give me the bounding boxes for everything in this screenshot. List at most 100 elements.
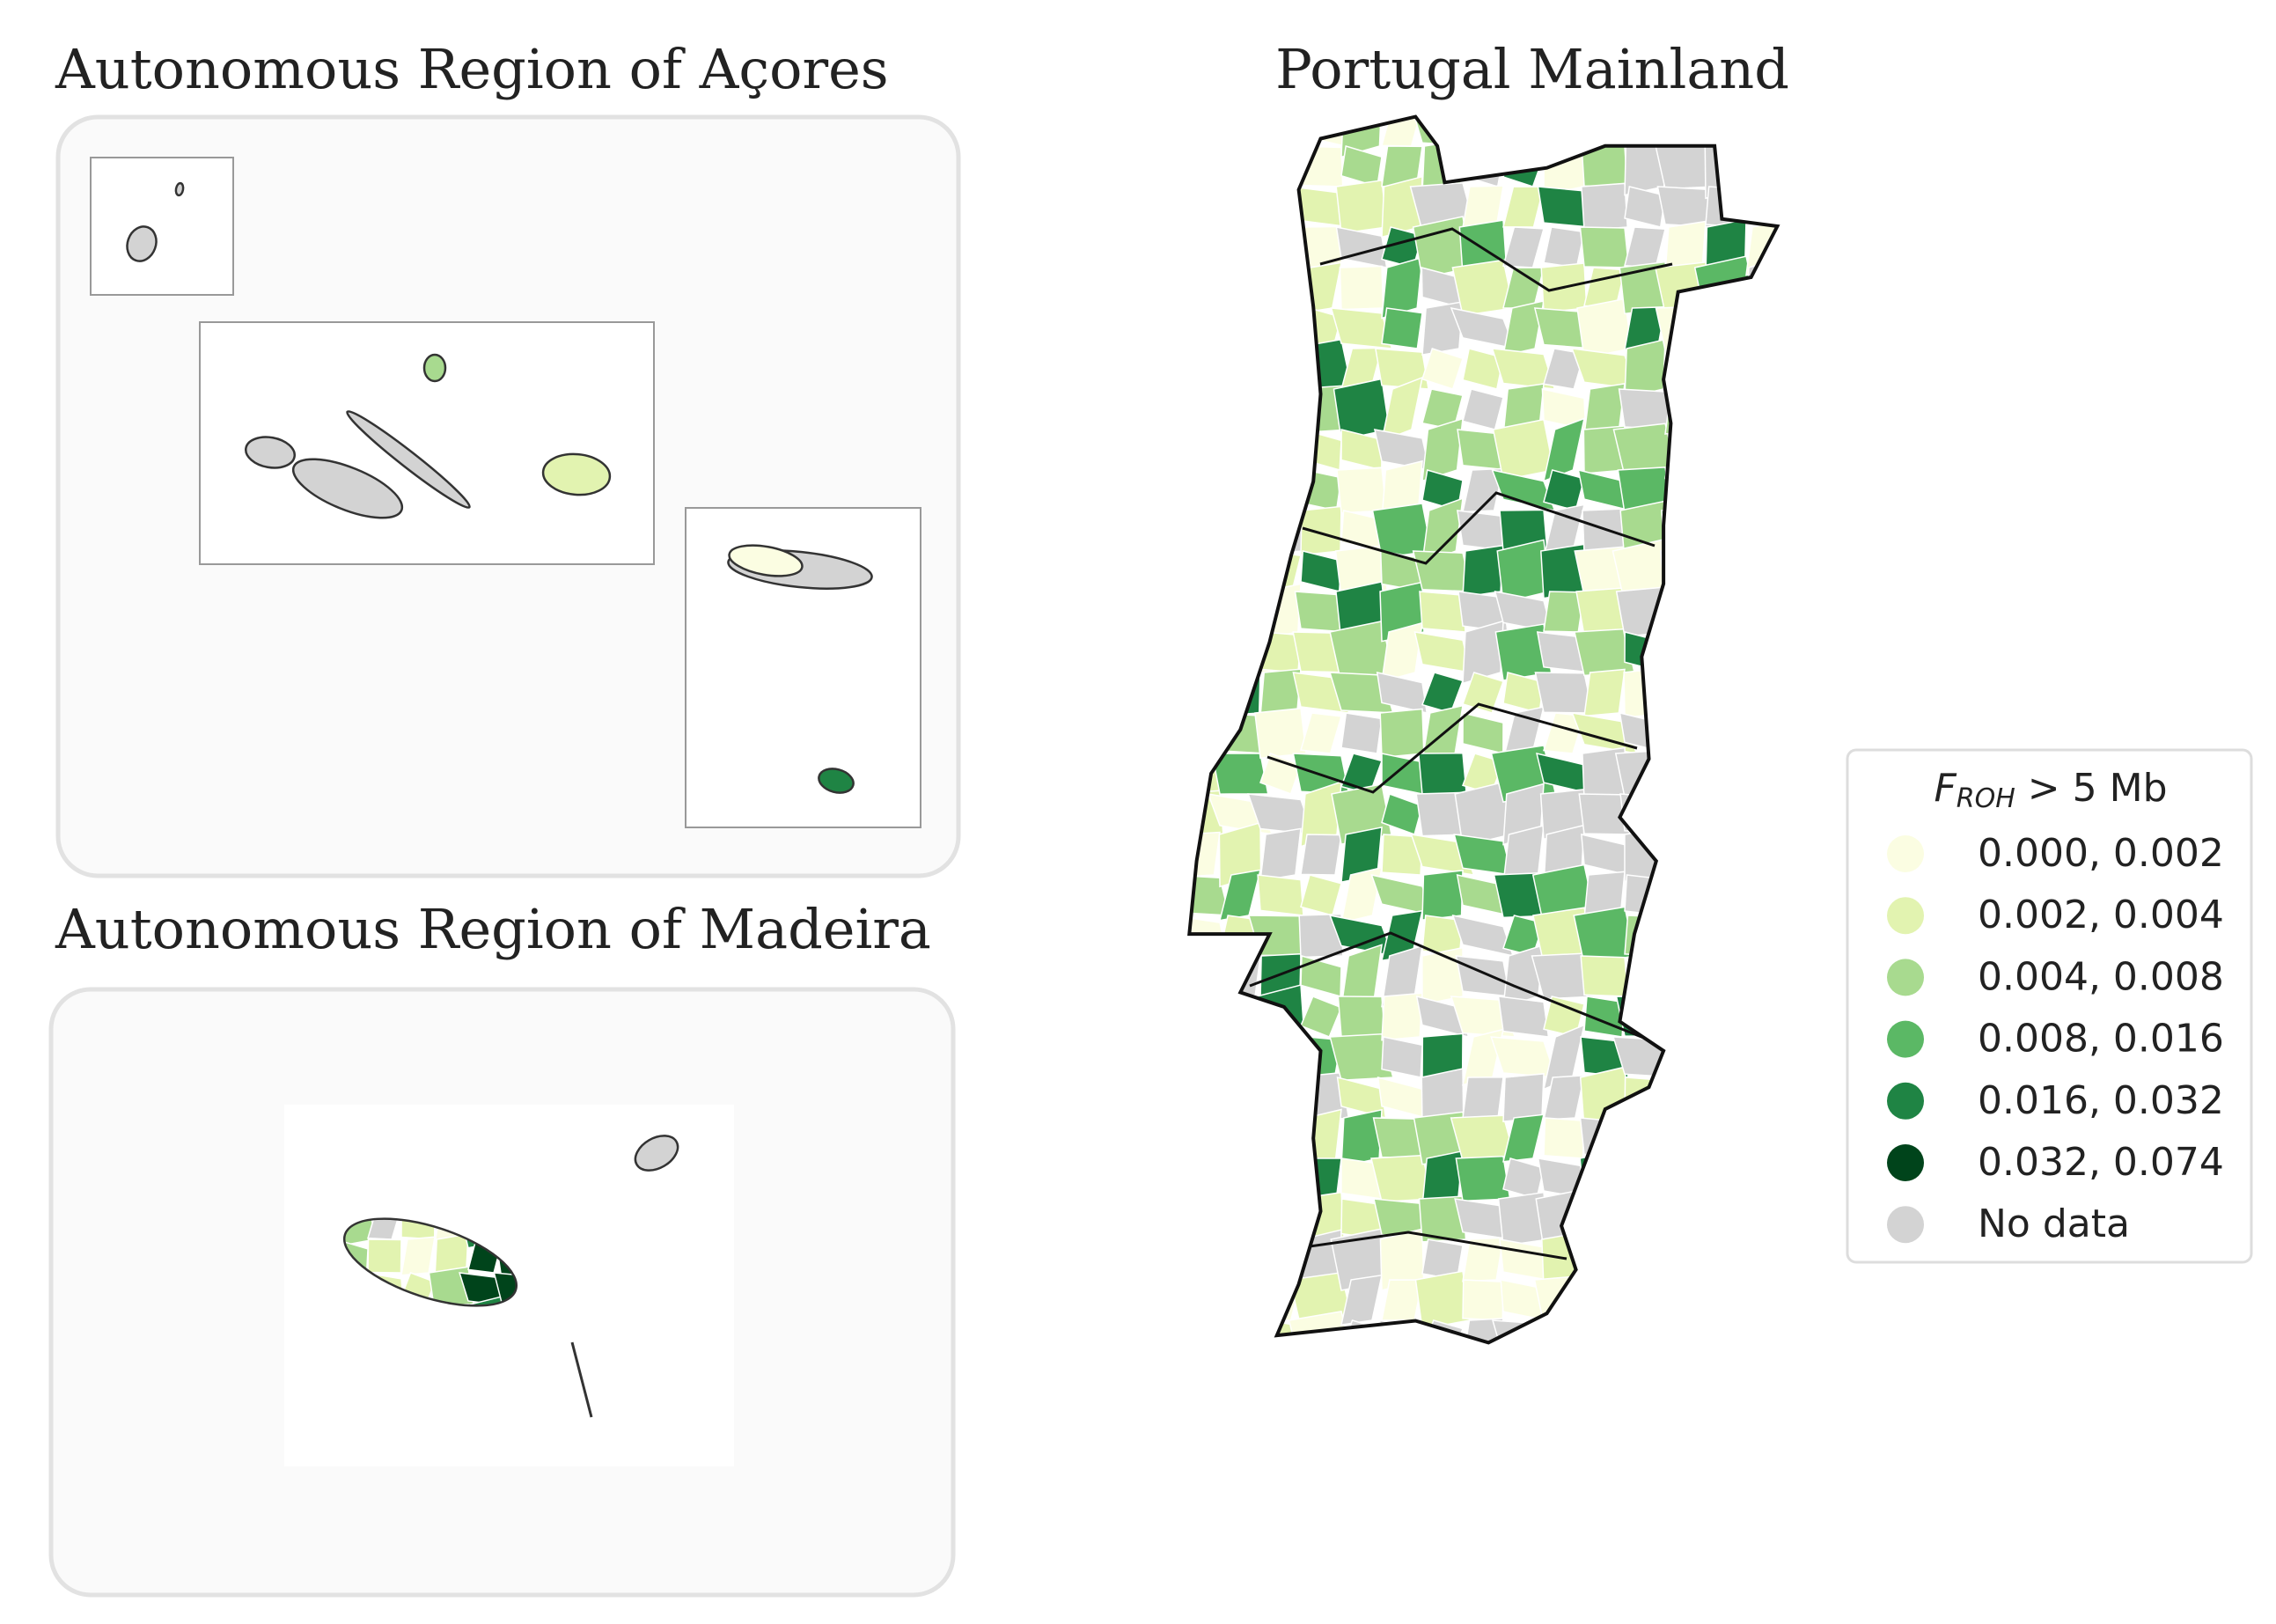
district <box>1259 463 1302 518</box>
district <box>1381 1036 1423 1078</box>
district <box>1583 1188 1626 1250</box>
island <box>245 436 296 469</box>
district <box>1189 1117 1222 1159</box>
district <box>1218 186 1262 228</box>
district <box>1189 540 1222 603</box>
district <box>1661 749 1710 798</box>
district <box>1189 1157 1226 1200</box>
district <box>1539 789 1589 840</box>
desertas-island <box>570 1341 593 1418</box>
district <box>1664 1077 1707 1119</box>
district <box>1462 388 1504 430</box>
district <box>1582 508 1627 554</box>
district <box>1615 1238 1675 1281</box>
acores-title: Autonomous Region of Açores <box>55 37 889 101</box>
district <box>1210 1198 1270 1240</box>
district <box>1494 116 1553 147</box>
district <box>1499 1238 1548 1281</box>
district <box>1300 874 1342 916</box>
district <box>1189 1077 1221 1119</box>
district <box>1462 1237 1504 1282</box>
district <box>1259 144 1302 188</box>
district <box>1259 186 1302 228</box>
district <box>1216 581 1264 643</box>
district <box>1745 348 1778 390</box>
district <box>1664 712 1707 754</box>
district <box>1219 1238 1261 1281</box>
district <box>1657 793 1714 835</box>
district <box>1300 429 1342 471</box>
island <box>818 768 855 794</box>
district <box>1339 265 1384 311</box>
district <box>1455 955 1511 997</box>
district <box>1336 467 1387 514</box>
district <box>1543 1316 1585 1343</box>
district <box>1462 1077 1504 1119</box>
district <box>1502 1113 1545 1163</box>
legend-swatch <box>1887 959 1924 996</box>
district <box>1743 145 1778 187</box>
district <box>1583 1319 1626 1343</box>
district <box>1703 742 1749 805</box>
district <box>1705 550 1747 592</box>
district <box>1381 992 1423 1041</box>
district <box>1613 116 1677 148</box>
legend-label: No data <box>1978 1201 2130 1246</box>
district <box>1664 1198 1707 1240</box>
district <box>1660 541 1711 601</box>
island <box>346 410 471 509</box>
district <box>1624 1157 1666 1200</box>
district <box>1189 182 1222 231</box>
district <box>1624 1319 1666 1343</box>
district <box>1693 388 1758 430</box>
district <box>1664 1279 1707 1321</box>
district <box>1219 429 1261 471</box>
district <box>1340 712 1383 754</box>
district <box>1462 620 1504 685</box>
legend-box <box>1846 748 2253 1264</box>
district-border <box>1302 491 1656 565</box>
island <box>634 1135 679 1172</box>
district <box>1531 952 1597 1000</box>
district <box>1736 712 1778 754</box>
district <box>1462 1279 1504 1321</box>
district <box>1189 267 1232 309</box>
district <box>1414 1270 1471 1330</box>
district <box>1705 1036 1747 1078</box>
district <box>1664 1117 1707 1159</box>
district <box>1614 749 1676 798</box>
district <box>1656 996 1715 1038</box>
district <box>1745 1117 1778 1159</box>
district <box>1745 1238 1778 1281</box>
district <box>1455 1155 1511 1202</box>
district <box>1534 672 1594 714</box>
district <box>1737 908 1778 964</box>
district <box>1421 417 1464 482</box>
district <box>1700 1230 1751 1290</box>
district <box>1381 307 1423 349</box>
district <box>1300 505 1342 556</box>
district <box>1189 469 1223 511</box>
legend-swatch <box>1887 1082 1924 1120</box>
district <box>1699 1319 1753 1343</box>
district <box>1219 1151 1261 1206</box>
district <box>1421 300 1464 356</box>
district <box>1330 307 1393 349</box>
district <box>1189 1238 1221 1281</box>
district <box>1255 335 1306 402</box>
legend-title-rest: > 5 Mb <box>2028 766 2168 811</box>
district <box>1380 376 1424 443</box>
district <box>1583 1279 1626 1321</box>
district <box>1624 226 1666 268</box>
district <box>1580 834 1629 876</box>
district <box>1664 827 1707 882</box>
district <box>1256 116 1305 148</box>
island <box>728 544 804 577</box>
district <box>1418 752 1467 796</box>
district <box>1745 871 1778 920</box>
district <box>1705 1077 1747 1119</box>
district-border <box>1266 702 1638 794</box>
legend-label: 0.016, 0.032 <box>1978 1078 2224 1123</box>
district <box>1745 753 1778 795</box>
legend-label: 0.004, 0.008 <box>1978 954 2224 999</box>
